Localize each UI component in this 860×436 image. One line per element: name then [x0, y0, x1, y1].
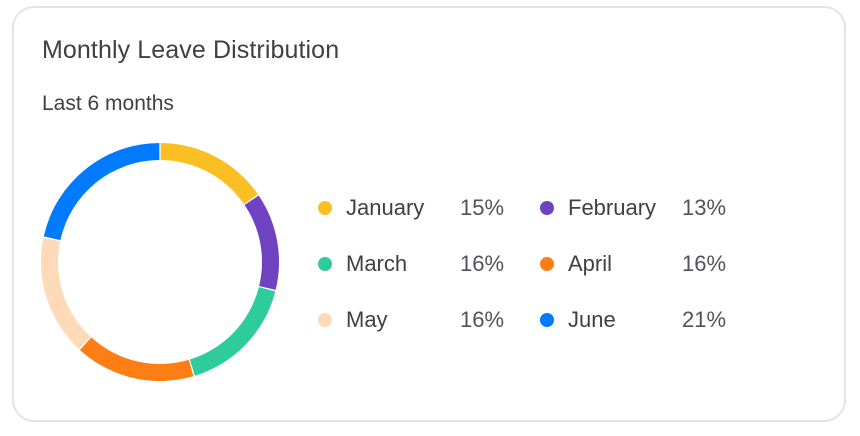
legend-swatch [318, 201, 332, 215]
legend-swatch [540, 201, 554, 215]
legend-label: February [568, 195, 657, 220]
legend-item-may: May 16% [318, 292, 540, 348]
legend-label: January [346, 195, 425, 220]
legend-item-march: March 16% [318, 236, 540, 292]
donut-slice-april [79, 337, 194, 381]
leave-distribution-card: Monthly Leave Distribution Last 6 months… [12, 6, 846, 422]
legend-label: March [346, 251, 408, 276]
donut-slice-june [43, 143, 160, 241]
legend-label: June [568, 307, 616, 332]
legend-item-june: June 21% [540, 292, 740, 348]
legend-swatch [318, 257, 332, 271]
legend-item-february: February 13% [540, 180, 740, 236]
legend-value: 15% [460, 195, 505, 220]
legend-label: April [568, 251, 613, 276]
legend-value: 16% [460, 307, 505, 332]
legend-item-january: January 15% [318, 180, 540, 236]
donut-slice-march [189, 287, 276, 376]
legend-value: 13% [682, 195, 727, 220]
chart-legend: January 15% February 13% March 16% April 16% May… [318, 180, 740, 348]
card-subtitle: Last 6 months [42, 92, 174, 115]
legend-value: 16% [460, 251, 505, 276]
card-title: Monthly Leave Distribution [42, 36, 340, 64]
donut-slice-february [244, 195, 279, 290]
legend-item-april: April 16% [540, 236, 740, 292]
donut-slice-may [40, 237, 91, 349]
legend-swatch [540, 257, 554, 271]
legend-value: 21% [682, 307, 727, 332]
donut-slice-january [160, 143, 258, 204]
legend-swatch [318, 313, 332, 327]
donut-chart [40, 143, 279, 381]
legend-label: May [346, 307, 388, 332]
legend-swatch [540, 313, 554, 327]
legend-value: 16% [682, 251, 727, 276]
